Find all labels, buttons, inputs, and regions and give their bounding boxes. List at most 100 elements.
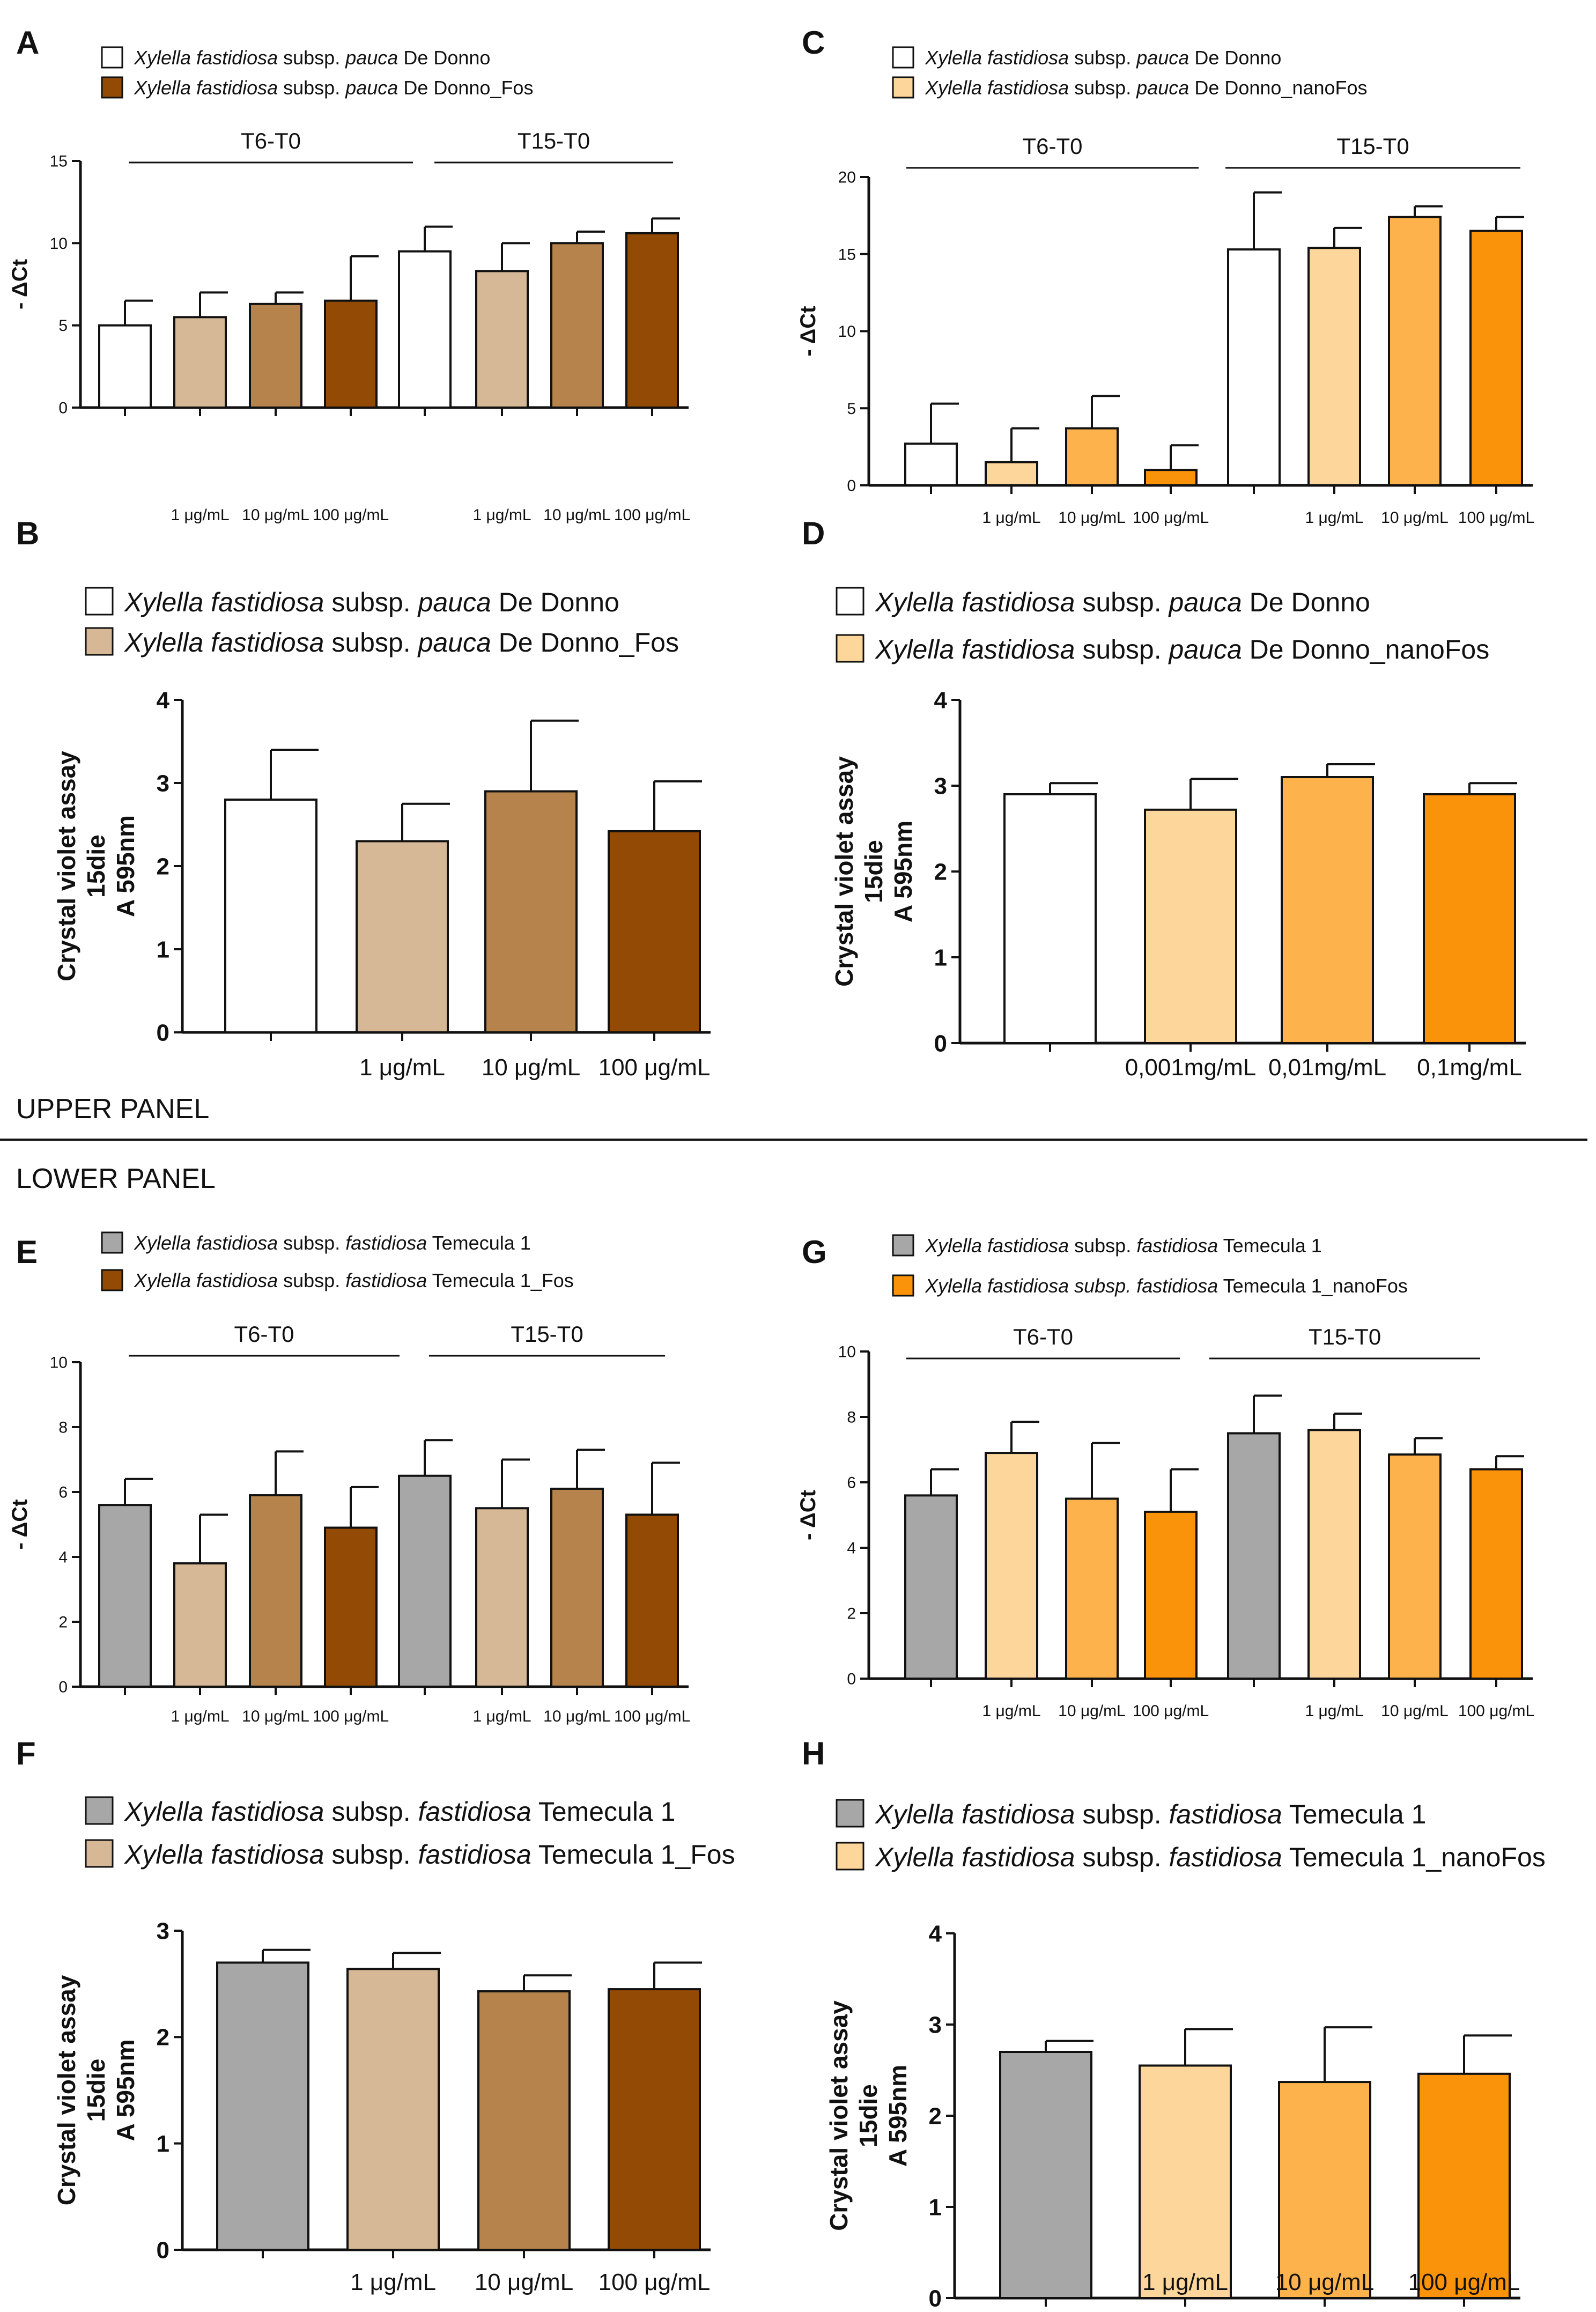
y-tick-label-f-1: 1 [157,2131,169,2157]
legend-swatch-h-0 [836,1799,864,1828]
y-tick-label-e-4: 8 [58,1419,68,1437]
y-axis-label2-f: 15die [82,2059,110,2122]
y-tick-label-d-4: 4 [934,687,948,713]
y-tick-label-d-1: 1 [934,944,947,971]
y-tick-label-f-3: 3 [157,1918,169,1944]
panel-letter-g: G [802,1234,827,1270]
y-tick-label-a-2: 10 [50,235,68,253]
legend-label-h-1: Xylella fastidiosa subsp. fastidiosa Tem… [875,1842,1546,1872]
bar-a-6 [550,242,604,409]
y-tick-label-e-3: 6 [58,1484,68,1502]
x-tick-label-b-3: 100 μg/mL [598,1054,711,1081]
y-tick-label-a-1: 5 [58,317,68,335]
bar-e-2 [249,1494,302,1688]
panel-letter-f: F [16,1735,36,1771]
bar-g-1 [985,1452,1038,1680]
x-tick-label-b-1: 1 μg/mL [359,1054,445,1081]
x-tick-label-a-6: 10 μg/mL [543,506,611,524]
bar-b-2 [484,790,578,1033]
legend-swatch-h-1 [836,1842,864,1871]
legend-swatch-a-0 [101,46,123,69]
y-tick-label-g-1: 2 [847,1605,856,1623]
legend-label-f-0: Xylella fastidiosa subsp. fastidiosa Tem… [124,1797,675,1827]
y-axis-label-a: - ΔCt [8,259,32,309]
y-axis-label3-f: A 595nm [112,2039,139,2141]
bar-b-3 [608,830,701,1034]
y-tick-label-d-0: 0 [934,1030,947,1057]
y-tick-label-a-3: 15 [50,153,68,171]
bar-g-3 [1144,1510,1198,1680]
bar-b-1 [356,840,449,1033]
y-tick-label-e-0: 0 [58,1679,68,1696]
x-tick-label-d-3: 0,1mg/mL [1417,1054,1522,1081]
panel-letter-d: D [802,515,825,551]
bar-d-1 [1144,808,1237,1045]
panel-letter-h: H [802,1735,825,1771]
legend-swatch-g-0 [892,1234,914,1257]
x-tick-label-e-5: 1 μg/mL [473,1708,531,1725]
bar-a-7 [625,232,679,409]
legend-swatch-b-1 [85,627,114,656]
x-tick-label-g-7: 100 μg/mL [1458,1702,1534,1720]
bar-c-0 [904,442,958,486]
x-tick-label-e-1: 1 μg/mL [171,1708,230,1725]
bar-h-0 [999,2051,1092,2299]
legend-label-a-0: Xylella fastidiosa subsp. pauca De Donno [134,47,490,69]
bar-h-1 [1139,2064,1232,2299]
bar-c-7 [1469,230,1523,486]
x-tick-label-a-5: 1 μg/mL [473,506,531,524]
bar-h-3 [1417,2072,1511,2300]
bar-f-0 [216,1961,309,2251]
bar-c-2 [1065,427,1119,486]
x-tick-label-f-2: 10 μg/mL [475,2269,573,2295]
y-axis-label-f: Crystal violet assay [53,1975,80,2205]
group-label-c-1: T15-T0 [1336,134,1409,159]
y-axis-label-h: Crystal violet assay [825,2000,853,2231]
legend-swatch-f-1 [85,1839,114,1868]
bar-e-0 [98,1504,152,1688]
y-tick-label-h-2: 2 [929,2103,942,2129]
y-axis-label2-d: 15die [860,840,888,903]
x-tick-label-f-3: 100 μg/mL [598,2269,711,2295]
legend-swatch-g-1 [892,1274,914,1297]
bar-e-6 [550,1487,604,1688]
panel-letter-b: B [16,515,39,551]
y-tick-label-h-4: 4 [929,1920,942,1947]
legend-swatch-c-0 [892,46,914,69]
y-axis-label3-d: A 595nm [889,821,917,922]
y-tick-label-g-5: 10 [838,1343,856,1361]
y-tick-label-g-3: 6 [847,1474,856,1492]
bar-g-2 [1065,1497,1119,1680]
legend-label-e-1: Xylella fastidiosa subsp. fastidiosa Tem… [134,1269,574,1291]
legend-label-d-0: Xylella fastidiosa subsp. pauca De Donno [875,587,1370,617]
bar-e-7 [625,1513,679,1688]
legend-label-g-0: Xylella fastidiosa subsp. fastidiosa Tem… [925,1235,1322,1257]
y-tick-label-c-0: 0 [847,477,856,495]
bar-d-2 [1281,776,1374,1044]
bar-g-4 [1227,1432,1281,1680]
x-tick-label-d-1: 0,001mg/mL [1125,1054,1257,1081]
y-tick-label-g-4: 8 [847,1409,856,1427]
x-tick-label-c-7: 100 μg/mL [1458,509,1534,527]
y-tick-label-h-1: 1 [929,2194,942,2220]
y-axis-label2-h: 15die [854,2084,882,2147]
legend-label-h-0: Xylella fastidiosa subsp. fastidiosa Tem… [875,1799,1426,1829]
group-label-a-1: T15-T0 [518,128,590,153]
legend-swatch-a-1 [101,76,123,99]
x-tick-label-h-3: 100 μg/mL [1408,2269,1520,2295]
bar-g-5 [1307,1429,1361,1680]
y-tick-label-e-5: 10 [50,1354,68,1372]
y-tick-label-e-1: 2 [58,1614,68,1631]
bar-f-2 [477,1990,571,2251]
bar-e-1 [173,1562,227,1688]
bar-a-3 [324,299,378,409]
x-tick-label-c-2: 10 μg/mL [1058,509,1126,527]
panel-letter-e: E [16,1234,38,1270]
x-tick-label-g-5: 1 μg/mL [1305,1702,1364,1720]
x-tick-label-a-7: 100 μg/mL [614,506,690,524]
y-tick-label-b-2: 2 [157,853,169,880]
y-axis-label2-b: 15die [82,834,110,898]
y-tick-label-c-1: 5 [847,400,856,418]
legend-swatch-d-1 [836,634,864,663]
x-tick-label-h-2: 10 μg/mL [1275,2269,1374,2295]
